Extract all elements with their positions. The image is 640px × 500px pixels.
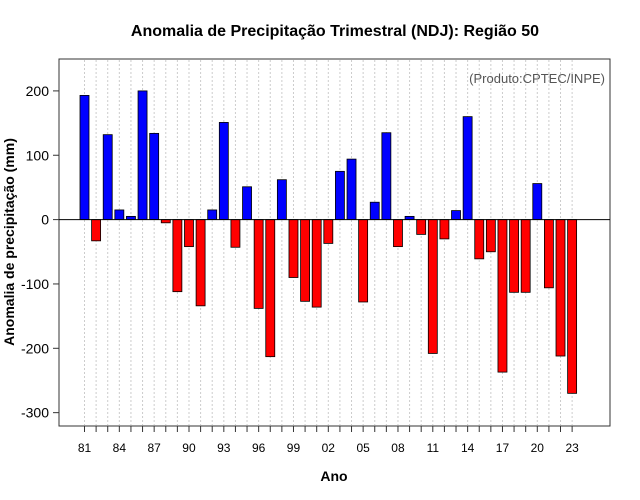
plot-frame (58, 58, 611, 427)
bar-1983 (102, 134, 113, 221)
x-tick-label: 84 (113, 441, 127, 455)
x-tick-label: 02 (322, 441, 336, 455)
x-tick-label: 14 (461, 441, 475, 455)
product-credit: (Produto:CPTEC/INPE) (469, 71, 605, 86)
bar-2006 (369, 201, 380, 220)
bar-2014 (462, 116, 473, 220)
bar-1987 (149, 132, 160, 220)
bar-1990 (184, 219, 194, 248)
bar-1986 (137, 90, 148, 220)
x-axis-title: Ano (320, 468, 347, 484)
bar-2004 (346, 158, 357, 220)
bar-2012 (439, 219, 450, 240)
x-tick-label: 23 (565, 441, 579, 455)
bar-2010 (416, 219, 427, 235)
bars (79, 90, 578, 394)
bar-1981 (79, 95, 90, 221)
bar-2007 (381, 132, 392, 220)
x-tick-label: 99 (287, 441, 301, 455)
bar-2022 (555, 219, 566, 357)
x-tick-label: 08 (391, 441, 405, 455)
bar-2013 (451, 210, 461, 221)
bar-1989 (172, 219, 183, 293)
bar-2021 (544, 219, 554, 289)
bar-2020 (532, 183, 543, 220)
bar-2002 (323, 219, 334, 244)
bar-2023 (567, 219, 578, 394)
bar-2018 (509, 219, 519, 293)
x-tick-label: 96 (252, 441, 266, 455)
y-tick-label: 0 (41, 212, 49, 228)
y-tick-label: 100 (26, 147, 50, 163)
x-tick-label: 93 (217, 441, 231, 455)
x-tick-label: 90 (182, 441, 196, 455)
bar-2005 (358, 219, 369, 303)
bar-1999 (288, 219, 299, 278)
y-axis: -300 -200 -100 0 100 200 (21, 83, 59, 421)
bar-1992 (207, 209, 218, 220)
bar-2003 (335, 170, 345, 220)
x-axis: 81 84 87 90 93 96 99 02 05 08 11 14 17 20 23 (78, 426, 579, 455)
bar-1996 (253, 219, 264, 309)
bar-1991 (195, 219, 206, 307)
bar-2011 (427, 219, 438, 354)
bar-2019 (520, 219, 531, 293)
bar-1994 (230, 219, 241, 248)
chart-title: Anomalia de Precipitação Trimestral (NDJ… (131, 23, 539, 40)
bar-1982 (91, 219, 102, 242)
x-tick-label: 81 (78, 441, 92, 455)
x-tick-label: 05 (356, 441, 370, 455)
y-tick-label: 200 (26, 83, 50, 99)
y-tick-label: -300 (21, 405, 49, 421)
x-tick-label: 87 (147, 441, 161, 455)
bar-1984 (114, 209, 125, 220)
bar-2008 (393, 219, 403, 248)
y-tick-label: -200 (21, 340, 49, 356)
bar-1997 (265, 219, 276, 358)
bar-2016 (485, 219, 496, 253)
bar-2015 (474, 219, 485, 260)
bar-2001 (311, 219, 322, 308)
bar-2017 (497, 219, 508, 373)
bar-2000 (300, 219, 310, 302)
y-tick-label: -100 (21, 276, 49, 292)
bar-1993 (218, 122, 229, 221)
y-axis-title: Anomalia de precipitação (mm) (1, 138, 17, 346)
x-tick-label: 20 (531, 441, 545, 455)
bar-1998 (276, 179, 287, 221)
bar-1995 (242, 186, 252, 220)
x-tick-label: 17 (496, 441, 510, 455)
x-tick-label: 11 (427, 441, 440, 455)
